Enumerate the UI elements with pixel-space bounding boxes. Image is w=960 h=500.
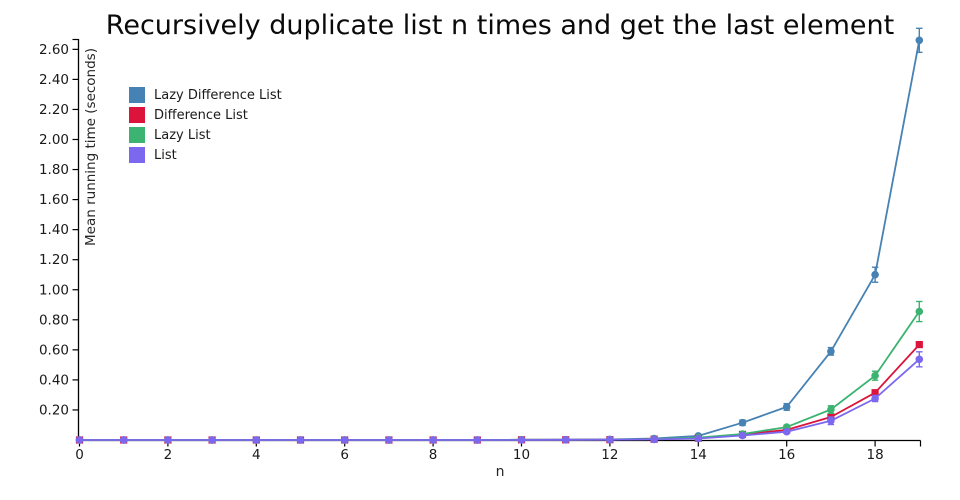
x-tick-label: 2 <box>164 447 173 463</box>
legend-item-lazy-difference-list: Lazy Difference List <box>129 87 282 103</box>
x-tick-label: 14 <box>690 447 707 463</box>
series-lazy-list <box>75 300 924 444</box>
marker-square <box>915 341 923 349</box>
y-tick-label: 1.60 <box>39 192 69 208</box>
marker-circle <box>827 417 835 425</box>
marker-circle <box>75 436 84 444</box>
marker-circle <box>738 431 747 440</box>
legend-item-lazy-list: Lazy List <box>129 127 282 143</box>
y-axis-ticks: 0.20 0.40 0.60 0.80 1.00 1.20 1.40 1.60 1.80 2.00… <box>39 38 79 418</box>
y-tick-label: 2.20 <box>39 102 69 118</box>
marker-circle <box>385 436 393 444</box>
x-tick-label: 6 <box>340 447 349 463</box>
marker-circle <box>473 436 482 444</box>
y-tick-label: 2.00 <box>39 132 69 148</box>
series-line-difference-list <box>79 343 920 441</box>
marker-square <box>871 389 879 397</box>
chart-title: Recursively duplicate list n times and g… <box>105 10 895 41</box>
marker-circle <box>119 436 128 444</box>
marker-circle <box>827 347 835 356</box>
legend-label-lazy-list: Lazy List <box>154 127 211 143</box>
marker-circle <box>915 307 924 316</box>
series-line-list <box>79 358 920 441</box>
legend-label-difference-list: Difference List <box>154 107 248 123</box>
x-axis-label: n <box>495 464 505 480</box>
x-tick-label: 10 <box>513 447 530 463</box>
y-tick-label: 0.40 <box>39 372 69 388</box>
marker-circle <box>915 36 924 45</box>
marker-circle <box>871 270 879 279</box>
legend-item-list: List <box>129 147 282 163</box>
legend-swatch-lazy-difference-list <box>129 87 145 103</box>
x-tick-label: 0 <box>75 447 84 463</box>
marker-circle <box>827 405 835 414</box>
series-list <box>75 351 924 444</box>
x-tick-label: 8 <box>429 447 438 463</box>
legend-label-lazy-difference-list: Lazy Difference List <box>154 87 282 103</box>
marker-circle <box>296 436 305 444</box>
marker-circle <box>915 355 924 364</box>
y-tick-label: 1.40 <box>39 222 69 238</box>
marker-circle <box>871 371 879 380</box>
x-tick-label: 18 <box>867 447 884 463</box>
legend-item-difference-list: Difference List <box>129 107 282 123</box>
x-tick-label: 12 <box>601 447 618 463</box>
y-tick-label: 0.20 <box>39 402 69 418</box>
legend-swatch-list <box>129 147 145 163</box>
legend-swatch-lazy-list <box>129 127 145 143</box>
marker-circle <box>694 434 703 443</box>
marker-circle <box>561 436 570 444</box>
y-tick-label: 1.80 <box>39 162 69 178</box>
marker-circle <box>340 436 349 444</box>
x-tick-label: 16 <box>778 447 795 463</box>
marker-circle <box>606 435 614 444</box>
marker-circle <box>164 436 172 444</box>
marker-circle <box>208 436 216 444</box>
y-tick-label: 0.80 <box>39 312 69 328</box>
x-axis-ticks: 0 2 4 6 8 10 12 14 16 18 <box>75 440 922 463</box>
y-tick-label: 0.60 <box>39 342 69 358</box>
series-line-lazy-list <box>79 310 921 441</box>
y-tick-label: 1.20 <box>39 252 69 268</box>
x-tick-label: 4 <box>252 447 261 463</box>
marker-circle <box>782 403 791 411</box>
marker-circle <box>429 436 437 444</box>
marker-circle <box>517 436 526 444</box>
marker-circle <box>871 394 879 403</box>
y-tick-label: 2.60 <box>39 42 69 58</box>
y-tick-label: 2.40 <box>39 72 69 88</box>
legend-label-list: List <box>154 147 177 163</box>
marker-circle <box>650 435 658 444</box>
marker-circle <box>738 418 747 427</box>
series-difference-list <box>75 341 923 444</box>
legend: Lazy Difference List Difference List Laz… <box>129 87 282 167</box>
marker-circle <box>252 436 261 444</box>
legend-swatch-difference-list <box>129 107 145 123</box>
marker-circle <box>782 427 791 436</box>
y-tick-label: 1.00 <box>39 282 69 298</box>
